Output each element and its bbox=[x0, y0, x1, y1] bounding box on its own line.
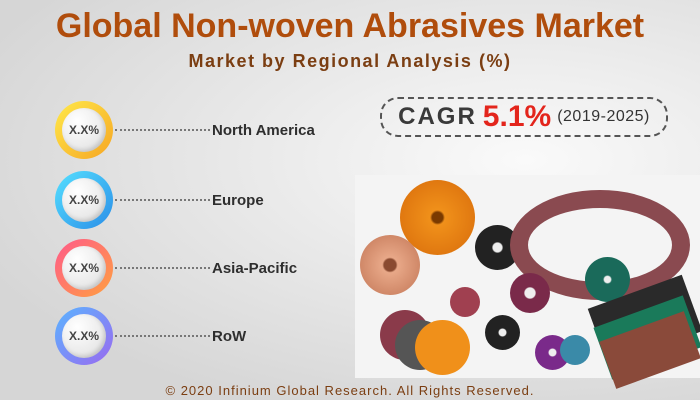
page-title: Global Non-woven Abrasives Market bbox=[55, 7, 645, 45]
cagr-value: 5.1% bbox=[482, 100, 552, 133]
dotted-connector bbox=[115, 129, 210, 131]
region-name: RoW bbox=[212, 327, 247, 345]
region-europe: X.X% Europe bbox=[55, 171, 264, 229]
region-asia-pacific: X.X% Asia-Pacific bbox=[55, 239, 297, 297]
region-north-america: X.X% North America bbox=[55, 101, 315, 159]
region-row: X.X% RoW bbox=[55, 307, 246, 365]
region-ring: X.X% bbox=[55, 101, 113, 159]
dotted-connector bbox=[115, 199, 210, 201]
page-subtitle: Market by Regional Analysis (%) bbox=[188, 51, 512, 71]
cagr-badge: CAGR 5.1% (2019-2025) bbox=[380, 97, 668, 137]
region-name: North America bbox=[212, 121, 315, 139]
region-ring: X.X% bbox=[55, 307, 113, 365]
cagr-label: CAGR bbox=[398, 103, 477, 130]
region-value: X.X% bbox=[62, 108, 106, 152]
product-image bbox=[355, 175, 700, 389]
region-ring: X.X% bbox=[55, 171, 113, 229]
region-ring: X.X% bbox=[55, 239, 113, 297]
cagr-period: (2019-2025) bbox=[557, 108, 650, 125]
dotted-connector bbox=[115, 267, 210, 269]
dotted-connector bbox=[115, 335, 210, 337]
region-value: X.X% bbox=[62, 246, 106, 290]
copyright-footer: © 2020 Infinium Global Research. All Rig… bbox=[165, 383, 535, 398]
region-value: X.X% bbox=[62, 314, 106, 358]
region-value: X.X% bbox=[62, 178, 106, 222]
region-name: Asia-Pacific bbox=[212, 259, 298, 277]
region-name: Europe bbox=[212, 191, 264, 209]
